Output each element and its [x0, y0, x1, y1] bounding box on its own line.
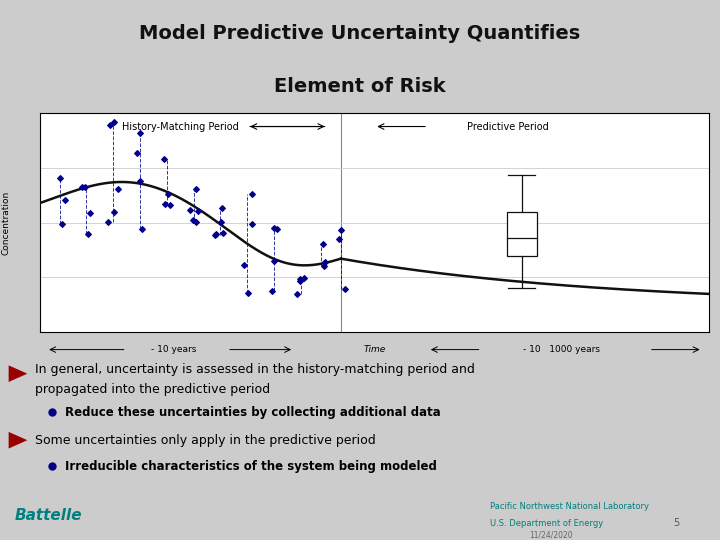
- Point: [134, 177, 145, 185]
- Point: [76, 183, 88, 191]
- Point: [159, 200, 171, 208]
- Point: [56, 219, 68, 228]
- Text: - 10 years: - 10 years: [150, 345, 197, 354]
- Point: [238, 260, 250, 269]
- Point: [339, 285, 351, 293]
- Text: Model Predictive Uncertainty Quantifies: Model Predictive Uncertainty Quantifies: [140, 24, 580, 43]
- Text: Concentration: Concentration: [1, 191, 11, 255]
- Point: [215, 217, 226, 226]
- Text: 5: 5: [673, 517, 680, 528]
- Point: [266, 287, 278, 295]
- Point: [192, 207, 204, 215]
- Point: [268, 224, 279, 233]
- Text: Time: Time: [364, 345, 385, 354]
- Point: [210, 231, 221, 239]
- Point: [162, 190, 174, 198]
- Point: [210, 230, 222, 238]
- Point: [294, 275, 306, 284]
- Text: History-Matching Period: History-Matching Period: [122, 122, 238, 132]
- Text: U.S. Department of Energy: U.S. Department of Energy: [490, 518, 603, 528]
- Text: Element of Risk: Element of Risk: [274, 77, 446, 96]
- Point: [184, 206, 196, 215]
- Point: [187, 216, 199, 225]
- Point: [79, 183, 91, 192]
- Point: [294, 276, 305, 285]
- Point: [217, 204, 228, 212]
- Text: Pacific Northwest National Laboratory: Pacific Northwest National Laboratory: [490, 502, 649, 511]
- Point: [59, 195, 71, 204]
- Point: [190, 185, 202, 193]
- Point: [246, 219, 258, 228]
- Point: [318, 262, 330, 271]
- Point: [246, 190, 258, 198]
- Point: [108, 118, 120, 126]
- Text: propagated into the predictive period: propagated into the predictive period: [35, 383, 270, 396]
- Point: [317, 240, 328, 248]
- Point: [319, 258, 330, 267]
- Point: [109, 208, 120, 217]
- Point: [134, 129, 145, 138]
- Point: [271, 225, 282, 233]
- Text: Battelle: Battelle: [14, 508, 82, 523]
- Text: In general, uncertainty is assessed in the history-matching period and: In general, uncertainty is assessed in t…: [35, 363, 474, 376]
- Text: 11/24/2020: 11/24/2020: [529, 531, 573, 540]
- Point: [102, 218, 114, 227]
- Point: [298, 273, 310, 282]
- Point: [243, 288, 254, 297]
- Point: [54, 173, 66, 182]
- Point: [158, 155, 170, 164]
- Point: [335, 226, 346, 234]
- Text: Some uncertainties only apply in the predictive period: Some uncertainties only apply in the pre…: [35, 434, 375, 447]
- Point: [268, 257, 279, 266]
- Point: [104, 120, 116, 129]
- Point: [131, 148, 143, 157]
- Point: [164, 200, 176, 209]
- Point: [292, 289, 303, 298]
- Point: [136, 224, 148, 233]
- Point: [217, 229, 228, 238]
- Polygon shape: [9, 366, 27, 382]
- Point: [190, 218, 202, 226]
- Text: Predictive Period: Predictive Period: [467, 122, 549, 132]
- Text: Reduce these uncertainties by collecting additional data: Reduce these uncertainties by collecting…: [65, 406, 441, 419]
- Point: [84, 208, 96, 217]
- Point: [333, 234, 344, 243]
- Text: Irreducible characteristics of the system being modeled: Irreducible characteristics of the syste…: [65, 460, 436, 472]
- Polygon shape: [9, 432, 27, 449]
- Point: [112, 185, 124, 193]
- Point: [83, 230, 94, 238]
- Bar: [507, 212, 537, 255]
- Text: - 10   1000 years: - 10 1000 years: [523, 345, 600, 354]
